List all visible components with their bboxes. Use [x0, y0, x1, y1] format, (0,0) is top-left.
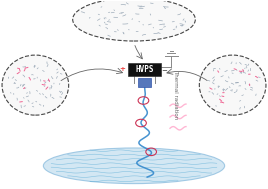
Text: HVPS: HVPS: [135, 65, 154, 74]
Ellipse shape: [73, 0, 195, 41]
Ellipse shape: [2, 55, 69, 115]
Ellipse shape: [199, 55, 266, 115]
Ellipse shape: [43, 148, 225, 184]
Text: Thermal radiation: Thermal radiation: [173, 70, 178, 119]
Text: −: −: [162, 68, 168, 74]
Bar: [138, 78, 151, 87]
Text: +: +: [119, 66, 125, 72]
FancyBboxPatch shape: [128, 63, 161, 76]
